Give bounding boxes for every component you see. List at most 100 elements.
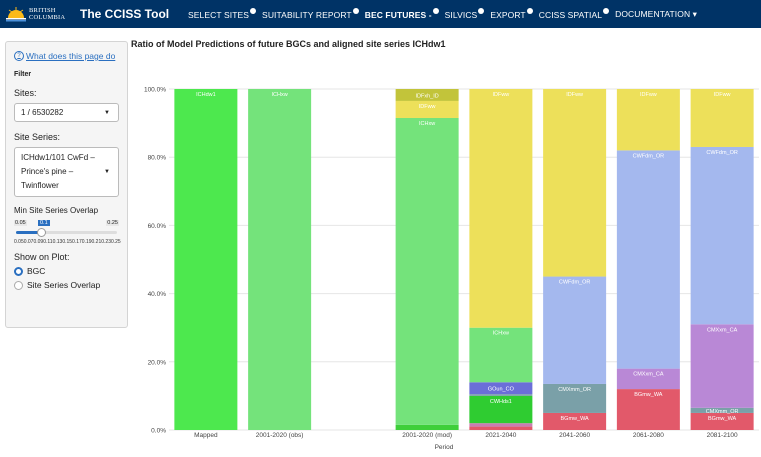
segment-label: BGmw_WA — [634, 392, 663, 398]
bar-segment — [469, 89, 533, 328]
nav-item-label: DOCUMENTATION — [615, 8, 691, 19]
logo-text-line2: COLUMBIA — [29, 14, 66, 21]
radio-site-series-overlap[interactable]: Site Series Overlap — [14, 280, 119, 290]
nav-item-select-sites[interactable]: SELECT SITES — [188, 8, 257, 20]
segment-label: IDFww — [714, 92, 731, 98]
bar-segment — [616, 150, 680, 369]
chevron-down-icon: ▾ — [690, 8, 698, 19]
segment-label: CWFdm_OR — [706, 150, 738, 156]
segment-label: BGmw_WA — [708, 416, 737, 422]
slider-tick-label: 0.09 — [33, 239, 44, 245]
nav-menu: SELECT SITES SUITABILITY REPORT BEC FUTURE… — [188, 8, 703, 20]
nav-item-label: SUITABILITY REPORT — [262, 10, 352, 20]
site-series-line-3: Twinflower — [21, 181, 59, 190]
bar-segment — [248, 89, 312, 430]
site-series-line-1: ICHdw1/101 CwFd – — [21, 153, 95, 162]
site-series-select[interactable]: ICHdw1/101 CwFd – Prince's pine – Twinfl… — [14, 147, 119, 197]
nav-item-silvics[interactable]: SILVICS — [445, 8, 485, 20]
segment-label: IDFww — [419, 104, 436, 110]
bar-segment — [690, 146, 754, 325]
bar-segment — [543, 276, 607, 384]
nav-item-suitability-report[interactable]: SUITABILITY REPORT — [262, 8, 359, 20]
segment-label: CWHds1 — [490, 399, 512, 405]
sites-select[interactable]: 1 / 6530282 ▼ — [14, 103, 119, 122]
slider-min-label: 0.05 — [14, 220, 27, 226]
nav-item-documentation[interactable]: DOCUMENTATION ▾ — [615, 9, 697, 20]
nav-item-label: SELECT SITES — [188, 10, 250, 20]
bc-logo[interactable]: BRITISH COLUMBIA — [6, 6, 70, 22]
x-tick-label: 2021-2040 — [485, 432, 516, 439]
nav-item-export[interactable]: EXPORT — [490, 8, 533, 20]
x-tick-label: 2081-2100 — [707, 432, 738, 439]
app-title[interactable]: The CCISS Tool — [80, 7, 170, 21]
nav-item-label: SILVICS — [444, 10, 478, 20]
sites-label: Sites: — [14, 88, 37, 98]
segment-label: ICHdw1 — [196, 92, 216, 98]
y-tick-label: 80.0% — [148, 155, 167, 162]
site-series-line-2: Prince's pine – — [21, 167, 74, 176]
info-dot-icon — [478, 8, 485, 14]
info-dot-icon — [352, 8, 359, 14]
top-navbar: BRITISH COLUMBIA The CCISS Tool SELECT S… — [0, 0, 761, 28]
y-tick-label: 20.0% — [148, 359, 167, 366]
nav-item-bec-futures[interactable]: BEC FUTURES - — [365, 8, 439, 20]
segment-label: CWFdm_OR — [633, 153, 665, 159]
segment-label: IDFww — [566, 92, 583, 98]
slider-tick-label: 0.19 — [81, 239, 92, 245]
slider-tick-label: 0.11 — [43, 239, 53, 245]
slider-tick-label: 0.05 — [14, 239, 24, 245]
x-tick-label: 2041-2060 — [559, 432, 590, 439]
slider-handle[interactable] — [37, 228, 46, 237]
help-link[interactable]: ? What does this page do — [14, 51, 119, 61]
bar-segment — [616, 368, 680, 390]
nav-item-label: BEC FUTURES - — [364, 10, 432, 20]
slider-tick-label: 0.17 — [72, 239, 82, 245]
slider-tick-label: 0.15 — [62, 239, 73, 245]
segment-label: CWFdm_OR — [559, 280, 591, 286]
logo-text-line1: BRITISH — [29, 7, 56, 14]
chart-title: Ratio of Model Predictions of future BGC… — [131, 39, 446, 49]
bar-segment — [395, 100, 459, 118]
bar-segment — [395, 117, 459, 425]
bar-segment — [690, 324, 754, 408]
bar-segment — [174, 89, 238, 430]
overlap-slider[interactable]: 0.05 0.1 0.25 0.05 0.07 0.09 0.11 0.13 0.15 0.… — [14, 218, 121, 248]
slider-tick-label: 0.21 — [91, 239, 102, 245]
bar-segment — [469, 423, 533, 427]
nav-item-cciss-spatial[interactable]: CCISS SPATIAL — [539, 8, 610, 20]
radio-button-checked[interactable] — [14, 266, 23, 276]
info-dot-icon — [250, 8, 257, 14]
sites-select-value: 1 / 6530282 — [21, 108, 64, 117]
segment-label: CMXmm_OR — [558, 387, 591, 393]
x-axis-label: Period — [435, 444, 454, 451]
bar-segment — [469, 382, 533, 395]
segment-label: CMXxm_CA — [707, 327, 738, 333]
question-circle-icon: ? — [14, 51, 24, 61]
bar-segment — [690, 412, 754, 430]
slider-ticks: 0.05 0.07 0.09 0.11 0.13 0.15 0.17 0.19 0.21 0.23… — [14, 239, 121, 245]
radio-button-unchecked[interactable] — [14, 280, 23, 290]
bar-segment — [469, 394, 533, 396]
bar-segment — [395, 424, 459, 430]
slider-tick-label: 0.25 — [110, 239, 121, 245]
segment-label: BGmw_WA — [561, 416, 590, 422]
segment-label: IDFxh_ID — [416, 93, 439, 99]
radio-site-series-overlap-label: Site Series Overlap — [27, 280, 101, 290]
bar-segment — [616, 89, 680, 151]
x-tick-label: 2001-2020 (obs) — [256, 432, 304, 439]
slider-tick-label: 0.07 — [23, 239, 34, 245]
segment-label: IDFww — [640, 92, 657, 98]
radio-bgc[interactable]: BGC — [14, 266, 119, 276]
bar-segment — [469, 327, 533, 383]
overlap-label: Min Site Series Overlap — [14, 206, 99, 215]
segment-label: CMXmm_OR — [706, 409, 739, 415]
segment-label: CMXxm_CA — [633, 372, 664, 378]
bc-sun-logo-icon — [6, 6, 26, 22]
radio-bgc-label: BGC — [27, 266, 46, 276]
segment-label: IDFww — [492, 92, 509, 98]
help-link-label: What does this page do — [26, 51, 116, 61]
bar-segment — [690, 89, 754, 147]
slider-track[interactable] — [16, 231, 117, 234]
chevron-down-icon: ▼ — [104, 109, 110, 116]
segment-label: ICHxw — [272, 92, 288, 98]
